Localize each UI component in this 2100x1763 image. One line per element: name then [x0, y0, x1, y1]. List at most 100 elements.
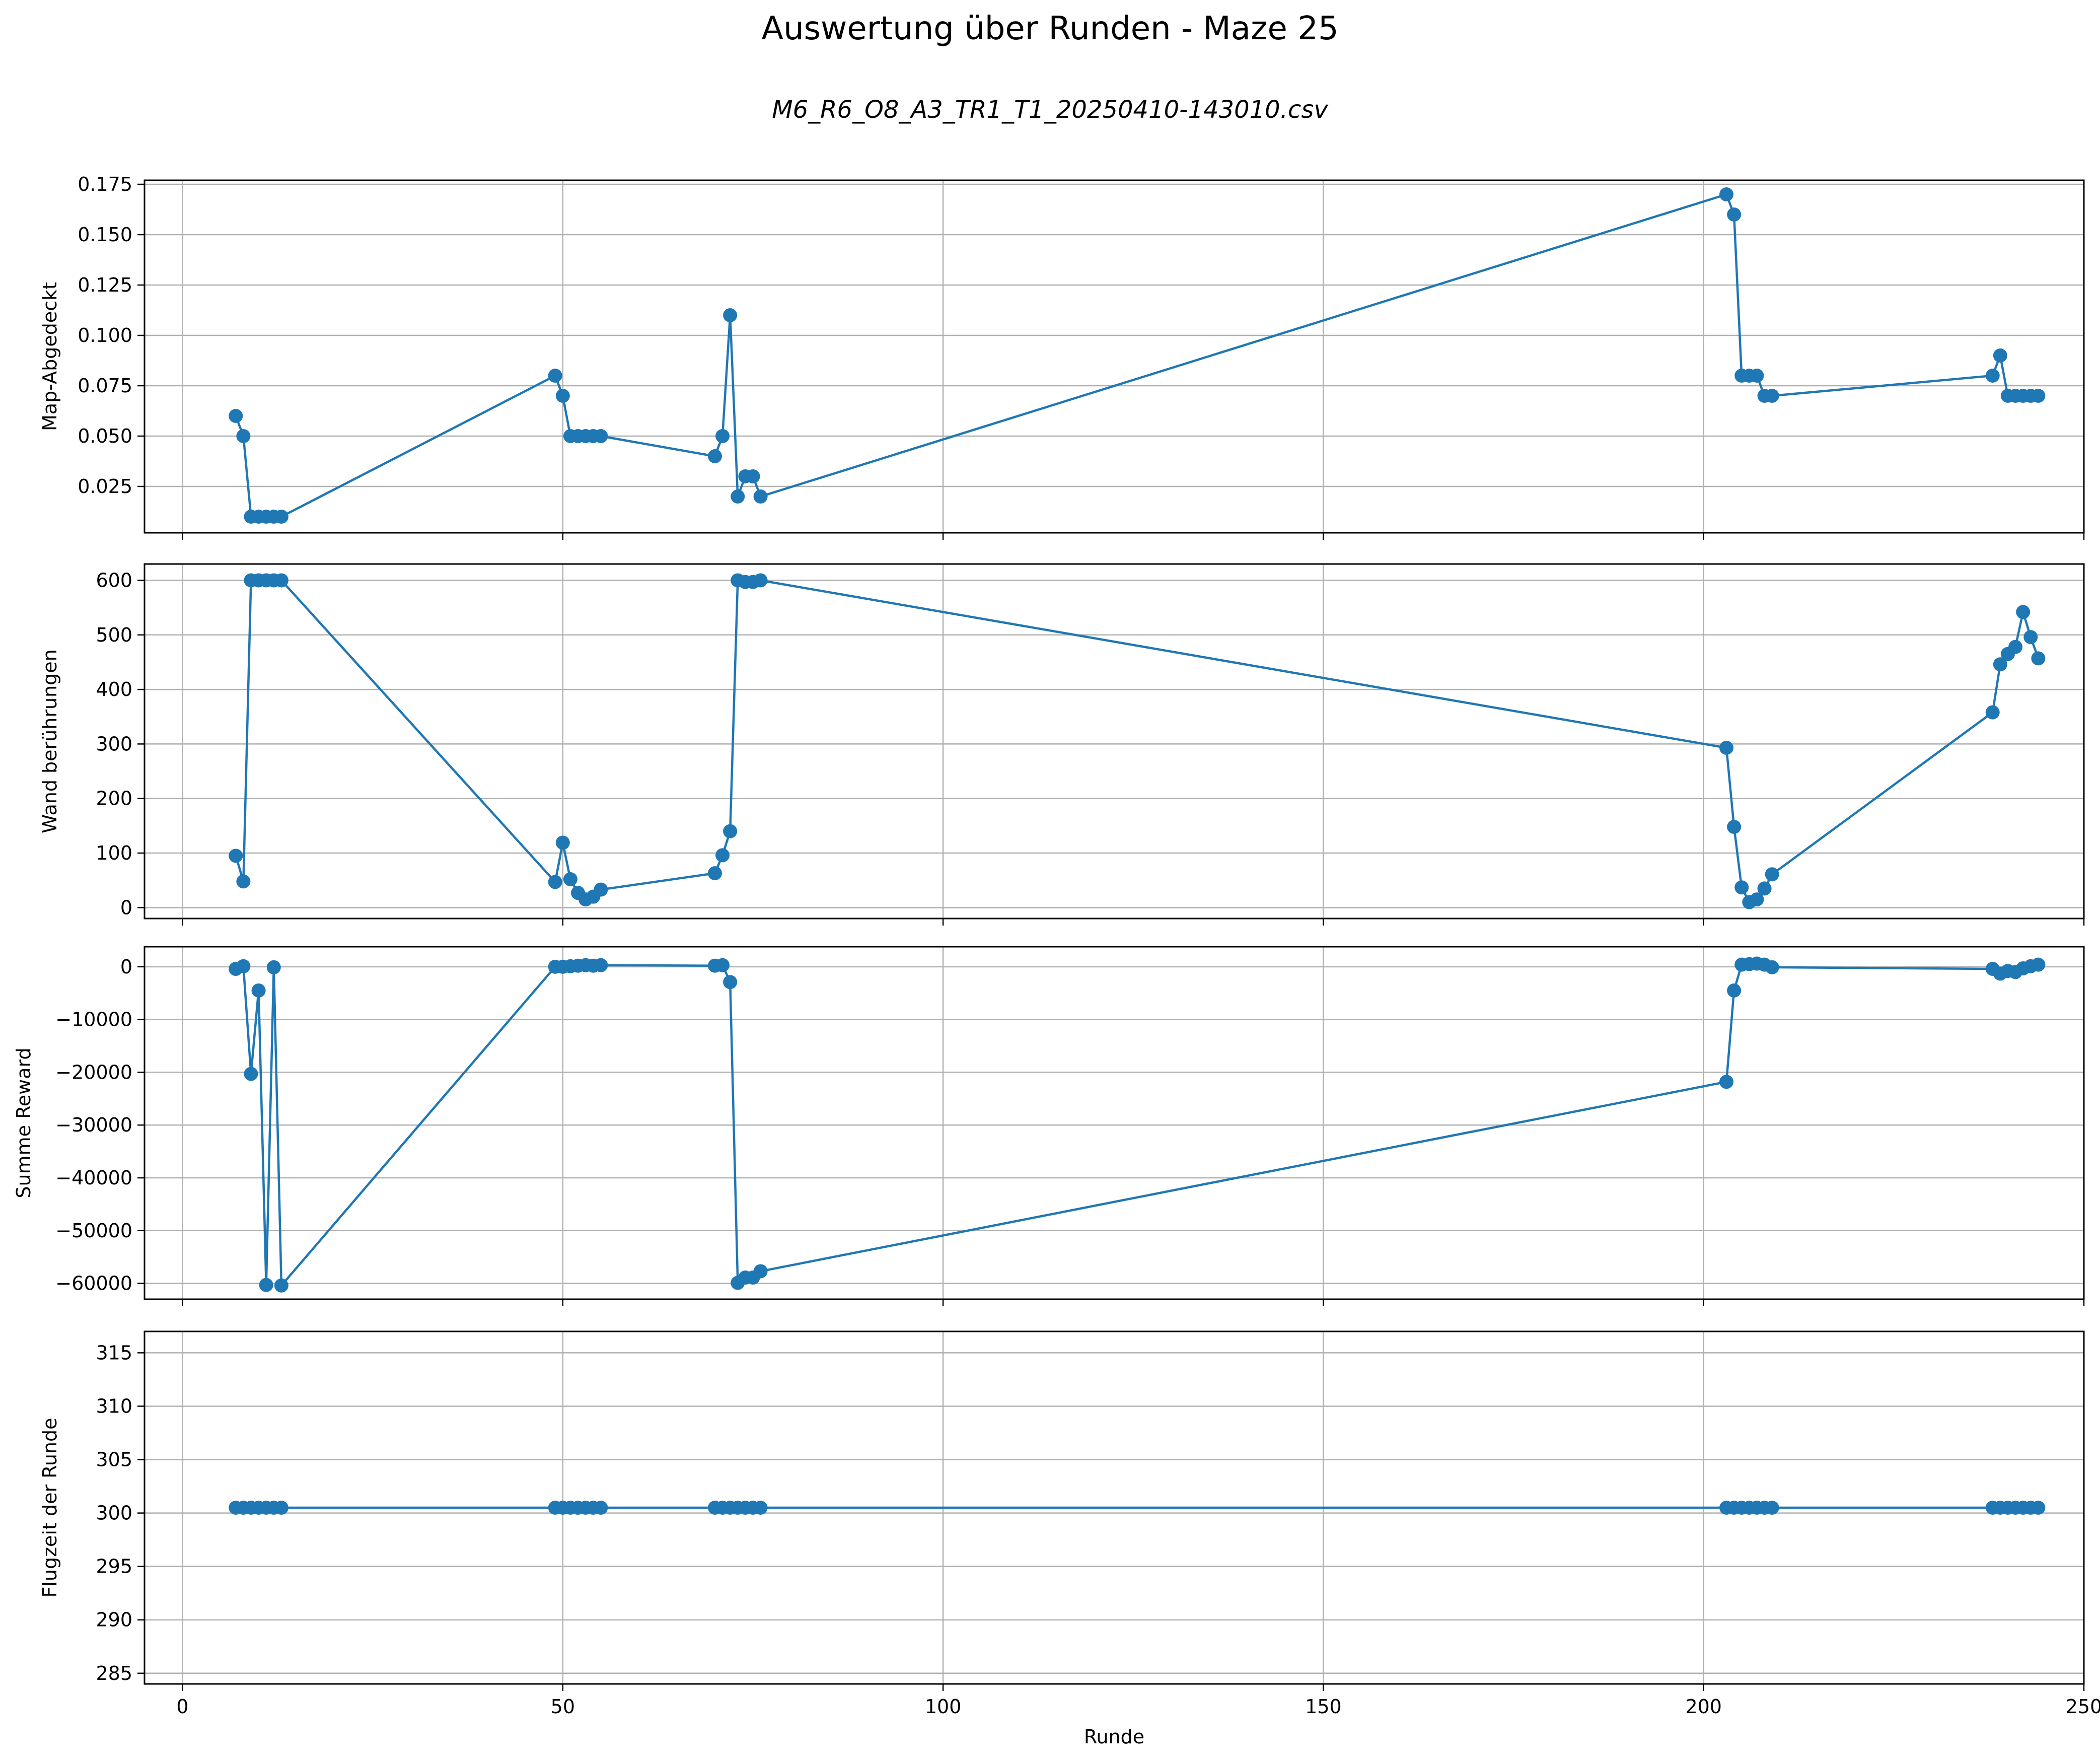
y-tick-label: −40000	[55, 1167, 132, 1189]
data-point	[1719, 187, 1734, 201]
figure-title: Auswertung über Runden - Maze 25	[761, 10, 1339, 47]
data-point	[1993, 657, 2007, 672]
data-point	[1727, 207, 1742, 222]
data-point	[229, 849, 243, 863]
data-point	[555, 389, 570, 403]
subplot-2: 0 100 200 300 400 500 600 Wand berührungen	[39, 563, 2085, 926]
y-tick-label: 290	[96, 1609, 132, 1631]
data-point	[1719, 740, 1734, 755]
data-point	[594, 882, 608, 897]
data-point	[594, 429, 608, 443]
y-tick-label: 315	[96, 1342, 132, 1364]
data-point	[274, 1278, 288, 1293]
data-point	[594, 1501, 608, 1515]
data-point	[1750, 369, 1764, 383]
data-point	[244, 1067, 258, 1081]
y-axis-label: Summe Reward	[13, 1047, 35, 1198]
data-point	[1727, 820, 1742, 834]
y-tick-label: 305	[96, 1449, 132, 1471]
x-tick-label: 0	[176, 1696, 188, 1718]
data-point	[555, 835, 570, 850]
y-tick-label: 0	[120, 896, 132, 919]
data-point	[236, 429, 251, 443]
series-line	[235, 579, 2040, 903]
data-point	[1765, 389, 1779, 403]
data-point	[2008, 640, 2023, 654]
y-tick-label: 300	[96, 1502, 132, 1524]
data-point	[723, 975, 738, 990]
figure-subtitle: M6_R6_O8_A3_TR1_T1_20250410-143010.csv	[772, 96, 1328, 124]
data-point	[229, 409, 243, 423]
axes-frame	[143, 563, 2085, 920]
y-tick-label: −50000	[55, 1220, 132, 1242]
y-tick-label: −60000	[55, 1273, 132, 1295]
subplot-1: 0.025 0.050 0.075 0.100 0.125 0.150 0.175 Map-A…	[39, 173, 2085, 540]
data-point	[715, 958, 730, 972]
data-point	[715, 429, 730, 443]
y-tick-label: 400	[96, 678, 132, 700]
data-point	[1985, 705, 2000, 720]
y-tick-label: 0	[120, 956, 132, 978]
x-tick-label: 150	[1305, 1696, 1342, 1718]
data-point	[274, 573, 288, 588]
y-tick-label: 600	[96, 569, 132, 591]
y-tick-label: 0.175	[78, 173, 132, 195]
data-point	[548, 369, 562, 383]
data-point	[266, 960, 281, 974]
y-axis-label: Wand berührungen	[39, 649, 61, 833]
y-tick-label: 500	[96, 624, 132, 646]
y-axis-label: Map-Abgedeckt	[39, 282, 61, 431]
data-point	[2031, 957, 2046, 972]
y-tick-label: 310	[96, 1395, 132, 1417]
subplot-4: 0 50 100 150 200 250 285 290 295 300 305 310 315 Flug…	[39, 1330, 2100, 1748]
x-tick-label: 50	[551, 1696, 575, 1718]
data-point	[707, 449, 722, 463]
data-point	[746, 469, 760, 483]
y-tick-label: −30000	[55, 1114, 132, 1136]
x-tick-label: 100	[925, 1696, 962, 1718]
series-line	[235, 193, 2039, 518]
y-tick-label: 300	[96, 733, 132, 755]
y-tick-label: 200	[96, 788, 132, 810]
y-tick-label: 100	[96, 842, 132, 864]
data-point	[274, 1501, 288, 1515]
data-point	[2023, 630, 2038, 645]
y-tick-label: 0.150	[78, 224, 132, 246]
y-tick-label: −20000	[55, 1061, 132, 1083]
data-point	[2031, 389, 2046, 403]
y-tick-label: 0.100	[78, 324, 132, 346]
data-point	[1719, 1075, 1734, 1089]
data-point	[707, 866, 722, 881]
data-point	[1734, 880, 1749, 895]
data-point	[2031, 1501, 2046, 1515]
data-point	[563, 872, 577, 887]
y-tick-label: 295	[96, 1556, 132, 1578]
data-point	[723, 824, 738, 838]
data-point	[753, 1501, 768, 1515]
data-point	[731, 489, 745, 504]
data-point	[548, 875, 562, 889]
data-point	[1765, 960, 1779, 974]
y-tick-label: 0.075	[78, 375, 132, 397]
y-tick-label: 0.050	[78, 425, 132, 447]
axes-frame	[143, 179, 2085, 534]
data-point	[1727, 983, 1742, 998]
x-axis-label: Runde	[1084, 1726, 1144, 1748]
y-tick-label: 0.125	[78, 274, 132, 296]
data-point	[1765, 1501, 1779, 1515]
y-tick-label: 0.025	[78, 475, 132, 498]
data-point	[1993, 348, 2007, 363]
axes-frame	[143, 946, 2085, 1300]
axes-frame	[143, 1330, 2085, 1685]
data-point	[594, 958, 608, 972]
data-point	[2031, 651, 2046, 666]
y-tick-label: 285	[96, 1662, 132, 1684]
x-tick-label: 200	[1685, 1696, 1722, 1718]
y-tick-label: −10000	[55, 1009, 132, 1031]
data-point	[236, 959, 251, 973]
data-point	[1750, 892, 1764, 907]
subplot-3: 0 −10000 −20000 −30000 −40000 −50000 −60000 Sum…	[13, 946, 2085, 1306]
data-point	[723, 308, 738, 322]
